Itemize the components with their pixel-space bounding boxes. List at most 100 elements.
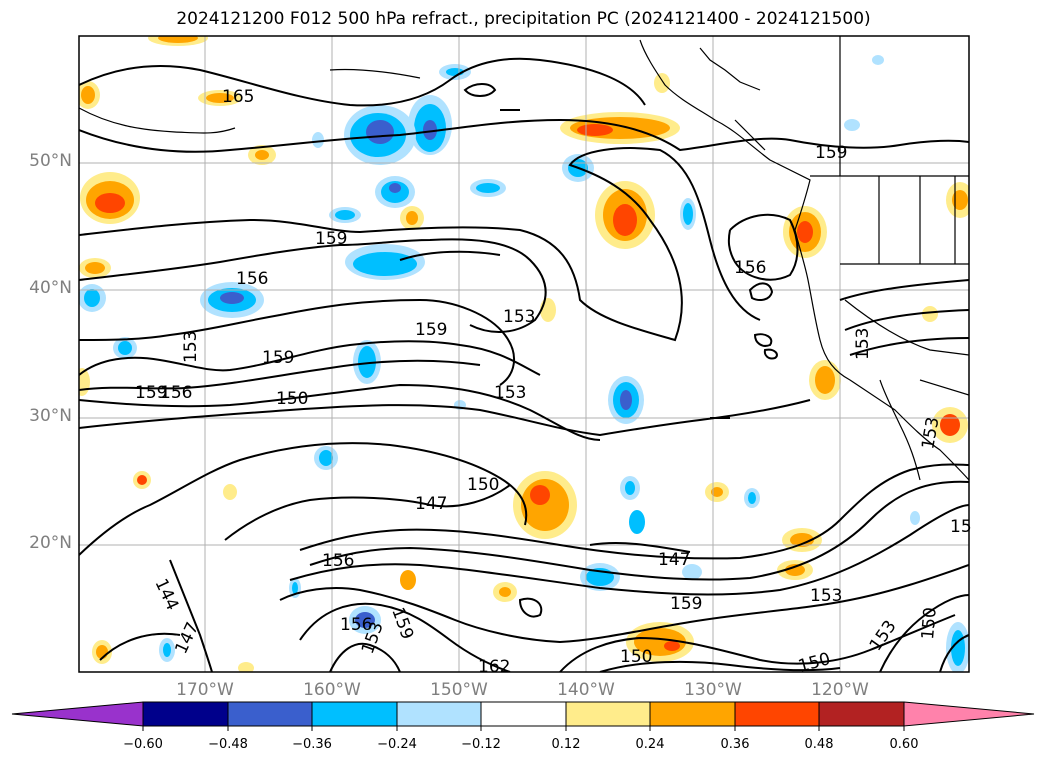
contour-label: 159 <box>670 594 702 614</box>
precip-blob <box>312 132 324 148</box>
precip-blob <box>540 298 556 322</box>
contour-label: 150 <box>918 606 941 640</box>
contour-label: 156 <box>340 615 372 635</box>
precip-blob <box>389 183 401 193</box>
precip-blob <box>654 73 670 93</box>
colorbar-tick-label: 0.36 <box>720 737 750 752</box>
precip-blob <box>255 150 269 160</box>
colorbar-segment <box>396 701 482 727</box>
lon-label-170w: 170°W <box>176 680 234 700</box>
precip-blob <box>940 414 960 436</box>
precip-blob <box>423 120 437 140</box>
colorbar-segment <box>565 701 651 727</box>
precip-blob <box>613 204 637 236</box>
contour-label: 150 <box>467 475 499 495</box>
lat-label-30n: 30°N <box>29 406 72 426</box>
precip-blob <box>797 221 813 243</box>
precip-blob <box>577 124 613 136</box>
precip-blob <box>238 662 254 672</box>
colorbar-tick-label: −0.12 <box>461 737 501 752</box>
precip-blob <box>910 511 920 525</box>
contour-label: 147 <box>415 494 447 514</box>
precip-blob <box>625 481 635 495</box>
map-frame <box>78 35 970 673</box>
contour-label: 165 <box>222 87 254 107</box>
colorbar-segment <box>480 701 567 727</box>
precip-blob <box>220 292 244 304</box>
colorbar-tick-label: −0.36 <box>292 737 332 752</box>
lat-label-40n: 40°N <box>29 278 72 298</box>
contour-label: 156 <box>322 551 354 571</box>
colorbar-segment <box>734 701 820 727</box>
gridlines <box>79 36 969 672</box>
contour-label: 156 <box>160 383 192 403</box>
precip-blob <box>163 643 171 657</box>
contour-label: 153 <box>853 328 873 360</box>
contour-label: 153 <box>181 331 201 363</box>
precip-blob <box>335 210 355 220</box>
precip-blob <box>206 93 234 103</box>
colorbar-segment <box>227 701 313 727</box>
precip-blob <box>292 582 298 594</box>
contour-label: 159 <box>135 383 167 403</box>
precip-blob <box>366 120 394 144</box>
colorbar-segment <box>311 701 398 727</box>
contour-label: 153 <box>810 586 842 606</box>
lon-label-120w: 120°W <box>811 680 869 700</box>
colorbar-segment <box>649 701 736 727</box>
lon-label-160w: 160°W <box>303 680 361 700</box>
lat-label-20n: 20°N <box>29 533 72 553</box>
precip-blob <box>400 570 416 590</box>
precip-blob <box>406 211 418 225</box>
precip-blob <box>476 183 500 193</box>
precip-blob <box>785 564 805 576</box>
colorbar-tick-label: 0.12 <box>551 737 581 752</box>
precip-blob <box>81 86 95 104</box>
contour-label: 150 <box>620 647 652 667</box>
contour-label: 159 <box>262 348 294 368</box>
coastlines <box>79 36 969 481</box>
precip-blob <box>95 193 125 213</box>
contour-label: 153 <box>503 307 535 327</box>
contour-label: 159 <box>315 229 347 249</box>
colorbar-tick-label: 0.24 <box>635 737 665 752</box>
contour-lines <box>79 57 969 672</box>
precip-blob <box>952 190 968 210</box>
precip-blob <box>682 564 702 580</box>
colorbar-tick-label: −0.24 <box>377 737 417 752</box>
precip-blob <box>118 341 132 355</box>
precip-blob <box>815 366 835 394</box>
contour-label: 162 <box>478 657 510 677</box>
precip-positive-areas <box>79 36 969 672</box>
contour-label: 156 <box>734 258 766 278</box>
contour-label: 147 <box>658 550 690 570</box>
precip-negative-areas <box>79 55 969 672</box>
colorbar-tick-label: 0.48 <box>804 737 834 752</box>
colorbar <box>11 701 1035 731</box>
precip-blob <box>748 492 756 504</box>
precip-blob <box>620 390 632 410</box>
precip-blob <box>844 119 860 131</box>
precip-blob <box>499 587 511 597</box>
map-title: 2024121200 F012 500 hPa refract., precip… <box>176 9 871 29</box>
lon-label-140w: 140°W <box>557 680 615 700</box>
precip-blob <box>922 306 938 322</box>
colorbar-extend-min <box>11 701 144 727</box>
precip-blob <box>683 203 693 225</box>
precip-blob <box>158 36 198 43</box>
colorbar-tick-label: −0.60 <box>123 737 163 752</box>
precip-blob <box>872 55 884 65</box>
precip-blob <box>629 510 645 534</box>
precip-blob <box>358 346 376 378</box>
lon-label-130w: 130°W <box>684 680 742 700</box>
colorbar-segment <box>818 701 905 727</box>
colorbar-segment <box>142 701 229 727</box>
precip-blob <box>355 612 375 628</box>
precip-blob <box>664 641 680 651</box>
colorbar-tick-label: −0.48 <box>208 737 248 752</box>
contour-label: 159 <box>415 320 447 340</box>
contour-label: 159 <box>815 143 847 163</box>
precip-blob <box>137 475 147 485</box>
contour-label: 153 <box>494 383 526 403</box>
